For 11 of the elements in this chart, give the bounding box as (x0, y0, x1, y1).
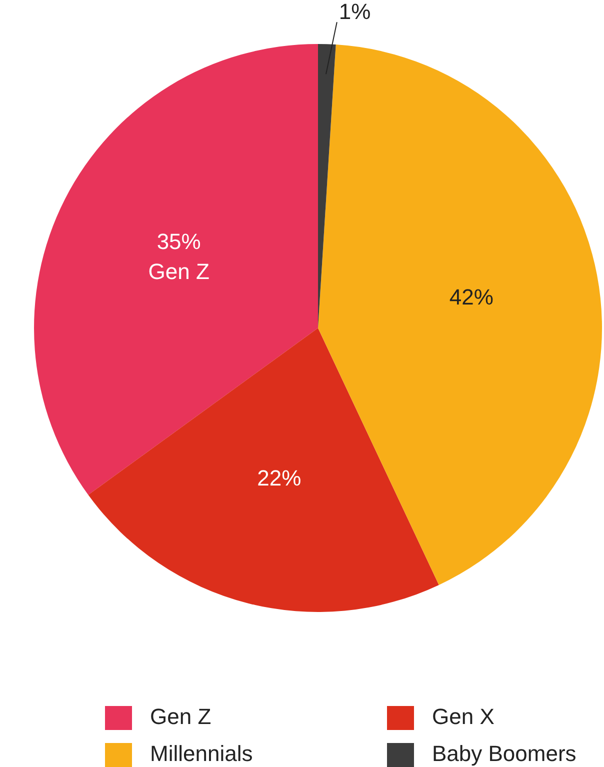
data-label: 42% (449, 284, 494, 310)
pie-slice (34, 44, 318, 495)
legend-label: Baby Boomers (432, 740, 576, 766)
data-label: 22% (257, 465, 302, 490)
pie-slice (318, 44, 602, 585)
legend-label: Gen Z (150, 704, 212, 729)
data-label: 35% Gen Z (148, 228, 210, 284)
data-label: 1% (338, 0, 371, 24)
pie-slice (88, 328, 439, 612)
legend-label: Gen X (432, 704, 495, 729)
legend-label: Millennials (150, 740, 253, 766)
